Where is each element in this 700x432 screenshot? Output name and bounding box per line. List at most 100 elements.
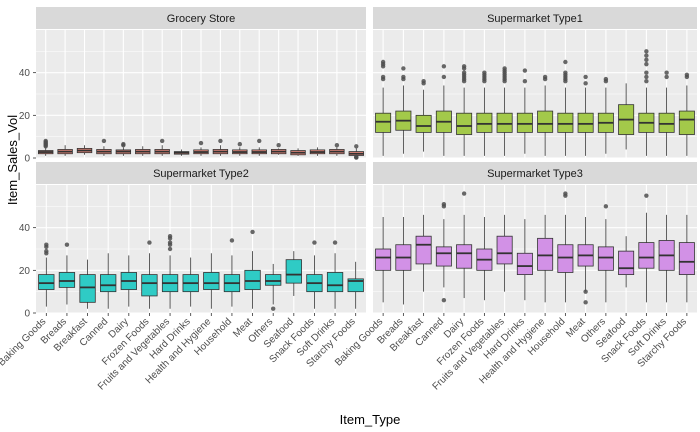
box-plot [100, 253, 117, 309]
box-iqr [285, 259, 302, 284]
outlier-point [229, 238, 235, 243]
outlier-point [354, 154, 359, 160]
box-plot [597, 204, 614, 303]
box-plot [120, 255, 137, 307]
box-plot [557, 191, 574, 303]
box-iqr [375, 112, 392, 133]
box-iqr [476, 112, 493, 133]
outlier-point [644, 61, 649, 67]
outlier-point [441, 298, 447, 303]
y-tick-label: 40 [19, 223, 31, 234]
box-iqr [678, 110, 695, 135]
outlier-point [64, 242, 70, 247]
box-plot [638, 193, 655, 303]
box-plot [577, 217, 594, 305]
box-iqr [516, 112, 533, 133]
box-plot [182, 257, 199, 307]
facet-panel: Supermarket Type1 [373, 7, 697, 159]
outlier-point [644, 49, 649, 54]
outlier-point [644, 74, 649, 80]
box-iqr [244, 269, 261, 290]
box-iqr [496, 235, 513, 265]
box-iqr [100, 274, 117, 293]
box-iqr [415, 114, 432, 133]
box-plot [618, 236, 635, 288]
box-plot [435, 202, 452, 303]
outlier-point [583, 289, 588, 294]
box-plot [270, 143, 287, 155]
box-plot [58, 242, 76, 305]
outlier-point [401, 74, 406, 80]
x-tick-label: Baking Goods [0, 316, 48, 368]
outlier-point [237, 141, 243, 147]
box-plot [658, 214, 675, 303]
facet-strip-title: Supermarket Type2 [153, 168, 249, 180]
outlier-point [644, 53, 649, 58]
facet-strip [373, 7, 697, 29]
box-plot [516, 219, 533, 301]
outlier-point [563, 59, 568, 65]
box-iqr [537, 110, 554, 133]
outlier-point [603, 76, 609, 82]
box-iqr [375, 248, 392, 271]
outlier-point [603, 204, 609, 209]
box-plot [251, 138, 267, 156]
facet-strip [373, 162, 697, 184]
box-plot [496, 214, 513, 292]
outlier-point [461, 70, 467, 75]
facet-panel: Grocery Store 0 20 40 [19, 7, 366, 165]
facet-strip-title: Supermarket Type3 [487, 168, 583, 180]
outlier-point [542, 74, 548, 80]
box-iqr [658, 112, 675, 133]
box-plot [348, 144, 364, 160]
outlier-point [257, 138, 262, 144]
box-iqr [456, 244, 473, 269]
box-iqr [537, 237, 554, 271]
facet-strip [36, 7, 366, 29]
outlier-point [354, 144, 359, 149]
y-tick-label: 20 [19, 266, 31, 277]
box-plot [597, 76, 614, 154]
y-tick-label: 0 [24, 309, 30, 320]
outlier-point [583, 300, 588, 305]
box-iqr [79, 274, 96, 303]
outlier-point [218, 138, 223, 144]
box-iqr [435, 246, 452, 267]
outlier-point [583, 81, 588, 86]
box-plot [141, 240, 158, 309]
box-iqr [38, 274, 55, 290]
outlier-point [43, 138, 48, 144]
box-plot [115, 141, 132, 156]
outlier-point [380, 74, 386, 80]
box-plot [537, 214, 554, 303]
box-iqr [557, 112, 574, 133]
outlier-point [441, 64, 447, 69]
box-plot [223, 238, 241, 307]
box-plot [38, 138, 54, 156]
outlier-point [401, 66, 406, 71]
outlier-point [270, 306, 276, 311]
box-plot [415, 214, 432, 292]
box-plot [265, 263, 282, 311]
box-plot [76, 145, 93, 155]
box-iqr [141, 274, 158, 297]
outlier-point [121, 141, 126, 147]
outlier-point [147, 240, 152, 245]
facet-strip-title: Grocery Store [167, 13, 235, 25]
outlier-point [380, 59, 386, 65]
box-plot [212, 138, 229, 156]
outlier-point [502, 66, 507, 71]
outlier-point [44, 242, 49, 247]
outlier-point [441, 74, 447, 80]
outlier-point [644, 193, 649, 198]
outlier-point [167, 234, 173, 239]
box-plot [96, 138, 112, 156]
outlier-point [563, 191, 568, 196]
box-iqr [516, 252, 533, 275]
box-plot [347, 261, 364, 309]
outlier-point [159, 138, 165, 144]
box-iqr [58, 272, 76, 288]
box-iqr [557, 244, 574, 273]
box-plot [306, 240, 323, 309]
